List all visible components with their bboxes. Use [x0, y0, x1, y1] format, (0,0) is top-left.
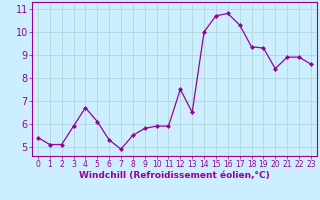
X-axis label: Windchill (Refroidissement éolien,°C): Windchill (Refroidissement éolien,°C)	[79, 171, 270, 180]
